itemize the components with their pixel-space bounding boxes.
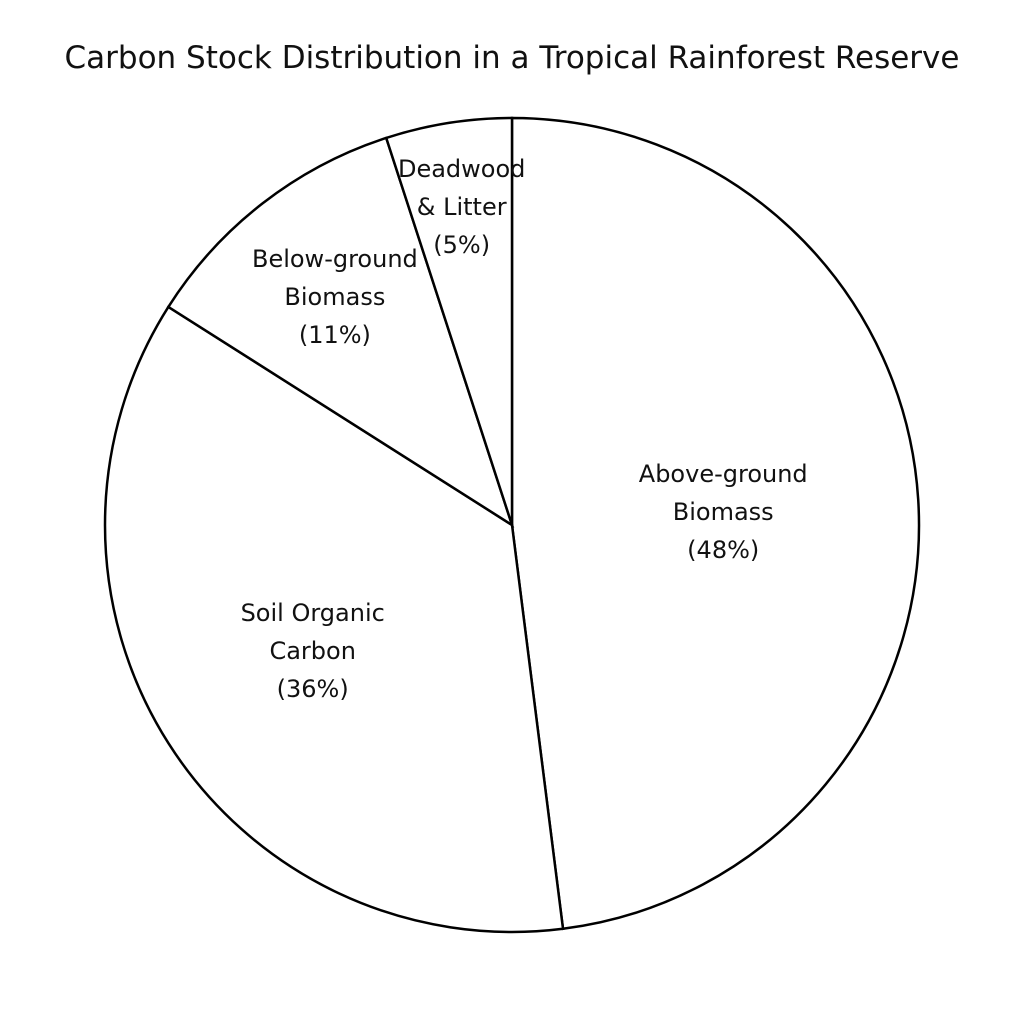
slice-label: Above-ground Biomass (48%) bbox=[639, 455, 808, 569]
category-label: Above-ground Biomass bbox=[638, 459, 808, 526]
pie-slice bbox=[510, 116, 921, 931]
slice-label: Deadwood & Litter (5%) bbox=[398, 150, 525, 264]
value-label: (11%) bbox=[298, 320, 371, 349]
value-label: (48%) bbox=[687, 535, 760, 564]
category-label: Below-ground Biomass bbox=[251, 244, 418, 311]
value-label: (36%) bbox=[276, 675, 349, 704]
value-label: (5%) bbox=[433, 231, 491, 260]
slice-label: Soil Organic Carbon (36%) bbox=[241, 594, 385, 708]
pie-slice bbox=[384, 116, 514, 526]
category-label: Soil Organic Carbon bbox=[240, 599, 385, 666]
category-label: Deadwood & Litter bbox=[397, 155, 526, 222]
pie-slice bbox=[166, 136, 515, 528]
pie-slice bbox=[103, 305, 565, 934]
slice-label: Below-ground Biomass (11%) bbox=[252, 240, 418, 354]
chart-title: Carbon Stock Distribution in a Tropical … bbox=[64, 40, 960, 76]
